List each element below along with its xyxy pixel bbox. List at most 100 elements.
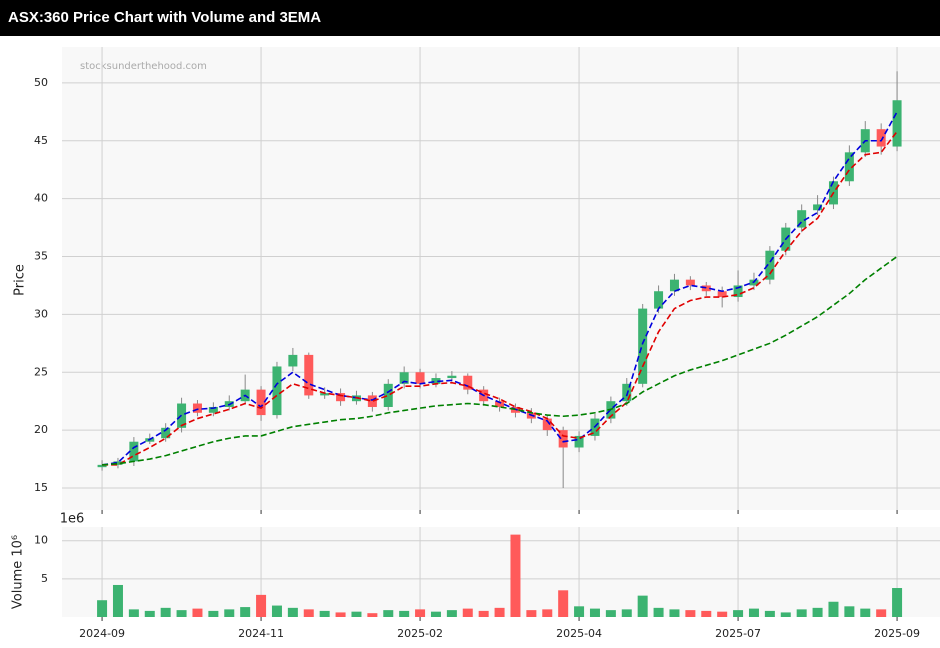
candle-body: [399, 372, 409, 384]
volume-bar: [383, 610, 394, 617]
volume-bar: [542, 609, 553, 617]
candle-body: [304, 354, 314, 396]
volume-bar: [653, 607, 664, 617]
volume-bar: [462, 608, 473, 617]
volume-bar: [733, 610, 744, 617]
price-panel: [62, 47, 940, 510]
volume-bar: [399, 610, 410, 617]
candle-body: [208, 406, 218, 413]
volume-bar: [319, 610, 330, 617]
volume-bar: [128, 609, 139, 617]
candle-body: [256, 389, 266, 416]
y-tick-label: 50: [34, 76, 48, 89]
candle-body: [622, 383, 632, 402]
candle-body: [431, 378, 441, 384]
volume-bar: [637, 595, 648, 617]
candle-body: [669, 279, 679, 292]
ema-line: [101, 111, 898, 466]
y-tick-label: 45: [34, 134, 48, 147]
y-tick-label: 10: [34, 534, 48, 547]
x-tick-label: 2025-02: [397, 627, 443, 640]
candle-body: [336, 393, 346, 402]
y-tick-label: 15: [34, 481, 48, 494]
header-bar: [0, 0, 940, 36]
candle-body: [272, 366, 282, 416]
volume-bar: [717, 611, 728, 617]
candle-body: [844, 152, 854, 182]
volume-bar: [192, 608, 203, 617]
x-tick-label: 2025-04: [556, 627, 602, 640]
volume-bar: [558, 590, 569, 617]
volume-bar: [478, 610, 489, 617]
x-tick-label: 2025-09: [874, 627, 920, 640]
volume-bar: [892, 588, 903, 617]
volume-bar: [764, 610, 775, 617]
volume-bar: [256, 594, 267, 617]
y-tick-label: 30: [34, 307, 48, 320]
x-tick-label: 2025-07: [715, 627, 761, 640]
volume-bar: [860, 608, 871, 617]
volume-bar: [367, 613, 378, 617]
volume-bar: [287, 607, 298, 617]
volume-bar: [335, 612, 346, 617]
candle-body: [542, 418, 552, 431]
volume-bar: [160, 607, 171, 617]
x-tick-label: 2024-11: [238, 627, 284, 640]
volume-bar: [780, 612, 791, 617]
candle-body: [717, 291, 727, 298]
volume-bar: [446, 610, 457, 617]
candle-body: [876, 129, 886, 147]
candle-body: [288, 354, 298, 367]
volume-bar: [621, 609, 632, 617]
candle-body: [161, 427, 171, 439]
volume-bar: [97, 600, 108, 617]
candle-body: [495, 401, 505, 407]
watermark: stocksunderthehood.com: [80, 61, 207, 72]
chart-title: ASX:360 Price Chart with Volume and 3EMA: [8, 9, 321, 26]
candle-body: [813, 204, 823, 211]
candle-body: [192, 403, 202, 413]
volume-bar: [589, 608, 600, 617]
volume-bar: [526, 610, 537, 617]
volume-bar: [669, 609, 680, 617]
ema-line: [102, 131, 898, 466]
candle-body: [733, 285, 743, 298]
volume-bar: [112, 584, 123, 617]
volume-bar: [240, 607, 251, 617]
ema-line: [102, 255, 898, 466]
y-tick-label: 25: [34, 365, 48, 378]
candle-body: [447, 375, 457, 379]
volume-bar: [574, 606, 585, 617]
y-axis-label: Price: [13, 264, 28, 296]
volume-bar: [351, 611, 362, 617]
y-axis-label: Volume 10⁶: [11, 535, 26, 609]
candle-body: [383, 383, 393, 407]
candle-body: [685, 279, 695, 286]
volume-bar: [144, 610, 155, 617]
volume-bar: [494, 607, 505, 617]
volume-bar: [430, 611, 441, 617]
volume-panel: [62, 527, 940, 617]
volume-bar: [224, 609, 235, 617]
offset-label: 1e6: [60, 512, 85, 527]
y-tick-label: 35: [34, 250, 48, 263]
volume-bar: [176, 610, 187, 617]
candle-body: [797, 210, 807, 228]
candle-body: [415, 372, 425, 384]
candle-body: [367, 395, 377, 407]
candle-body: [574, 435, 584, 448]
volume-bar: [828, 601, 839, 617]
volume-bar: [208, 610, 219, 617]
volume-bar: [303, 609, 314, 617]
volume-bar: [748, 608, 759, 617]
candle-body: [113, 461, 123, 465]
candle-body: [97, 464, 107, 468]
volume-bar: [876, 609, 887, 617]
volume-bar: [812, 607, 823, 617]
candle-body: [892, 100, 902, 147]
candle-body: [558, 430, 568, 448]
volume-bar: [844, 606, 855, 617]
volume-bar: [415, 609, 426, 617]
candle-body: [638, 308, 648, 384]
